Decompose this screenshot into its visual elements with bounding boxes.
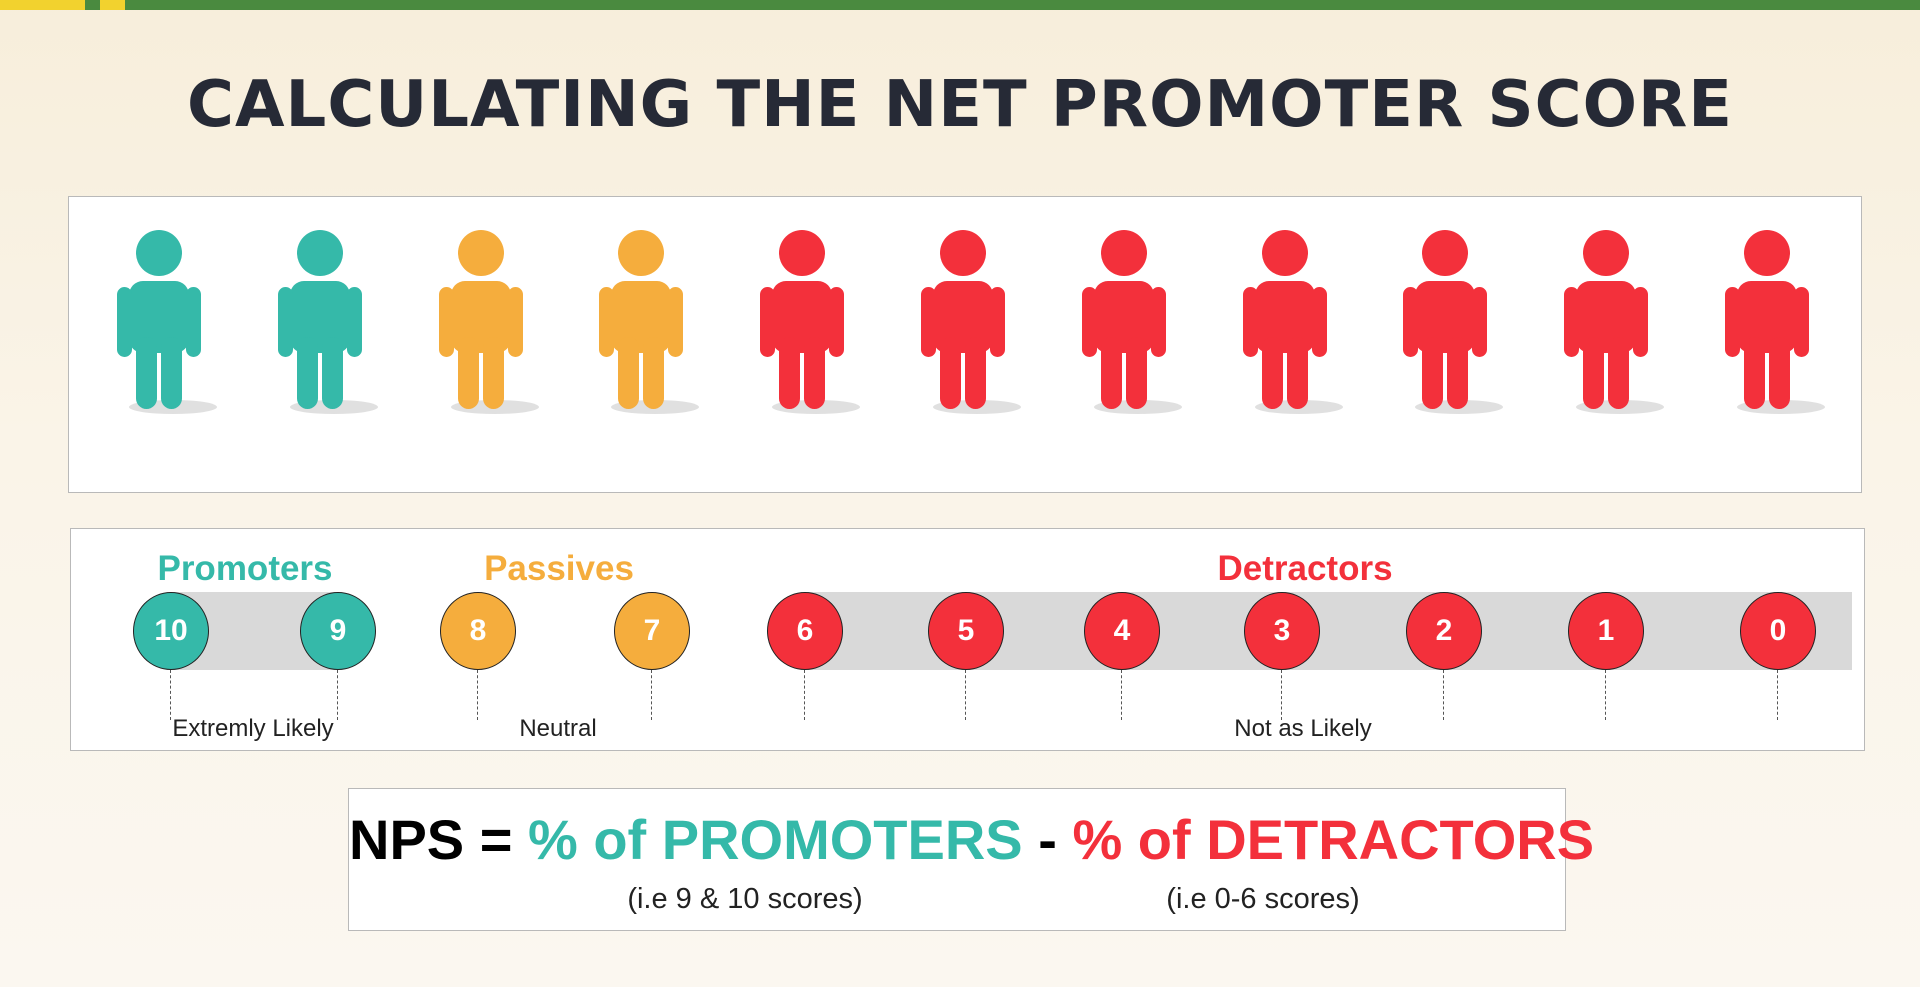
score-circle-10: 10 [133, 592, 209, 670]
accent-stripe [0, 0, 85, 10]
detractor-person-icon [1401, 227, 1505, 415]
formula-promoters-term: % of PROMOTERS [527, 808, 1023, 871]
score-tick [1281, 670, 1282, 720]
nps-formula: NPS = % of PROMOTERS - % of DETRACTORS [349, 807, 1594, 872]
detractor-person-icon [758, 227, 862, 415]
promoters-label: Promoters [157, 549, 333, 588]
detractor-person-icon [1562, 227, 1666, 415]
formula-minus: - [1038, 808, 1057, 871]
detractor-person-icon [1241, 227, 1345, 415]
accent-stripe [100, 0, 125, 10]
score-circle-5: 5 [928, 592, 1004, 670]
score-circle-4: 4 [1084, 592, 1160, 670]
score-tick [1605, 670, 1606, 720]
top-accent-bar [0, 0, 1920, 10]
formula-lhs: NPS = [349, 808, 513, 871]
score-scale-panel: Promoters Passives Detractors 10 9 8 7 6… [70, 528, 1865, 751]
score-tick [477, 670, 478, 720]
detractors-description: Not as Likely [1234, 715, 1372, 742]
score-tick [1777, 670, 1778, 720]
score-circle-0: 0 [1740, 592, 1816, 670]
passives-label: Passives [484, 549, 634, 588]
detractor-person-icon [1080, 227, 1184, 415]
detractors-label: Detractors [1217, 549, 1393, 588]
score-tick [651, 670, 652, 720]
formula-detractors-term: % of DETRACTORS [1072, 808, 1595, 871]
promoters-score-note: (i.e 9 & 10 scores) [627, 883, 863, 915]
score-tick [804, 670, 805, 720]
score-tick [965, 670, 966, 720]
score-circle-3: 3 [1244, 592, 1320, 670]
score-circle-2: 2 [1406, 592, 1482, 670]
people-panel [68, 196, 1862, 493]
promoter-person-icon [115, 227, 219, 415]
passive-person-icon [437, 227, 541, 415]
score-circle-7: 7 [614, 592, 690, 670]
score-circle-1: 1 [1568, 592, 1644, 670]
promoter-person-icon [276, 227, 380, 415]
score-tick [1121, 670, 1122, 720]
nps-formula-panel: NPS = % of PROMOTERS - % of DETRACTORS (… [348, 788, 1594, 931]
detractors-score-note: (i.e 0-6 scores) [1166, 883, 1360, 915]
score-tick [1443, 670, 1444, 720]
score-circle-6: 6 [767, 592, 843, 670]
passives-description: Neutral [519, 715, 597, 742]
score-circle-9: 9 [300, 592, 376, 670]
promoters-description: Extremly Likely [172, 715, 334, 742]
score-tick [170, 670, 171, 720]
score-tick [337, 670, 338, 720]
score-circle-8: 8 [440, 592, 516, 670]
detractor-person-icon [1723, 227, 1827, 415]
page-title: CALCULATING THE NET PROMOTER SCORE [187, 68, 1733, 142]
detractor-person-icon [919, 227, 1023, 415]
passive-person-icon [597, 227, 701, 415]
